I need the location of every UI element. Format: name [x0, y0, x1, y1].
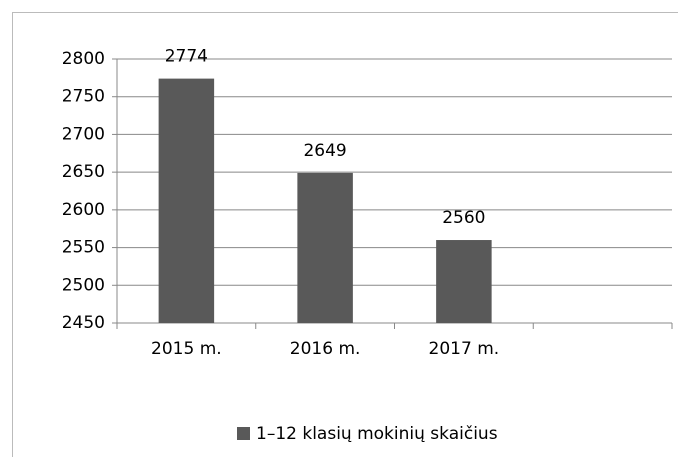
x-tick-label: 2016 m. — [290, 339, 361, 359]
y-tick-label: 2800 — [62, 49, 105, 69]
y-tick-label: 2650 — [62, 162, 105, 182]
data-label: 2774 — [165, 47, 208, 67]
bar — [297, 172, 353, 323]
data-label: 2649 — [303, 141, 346, 161]
x-tick-label: 2015 m. — [151, 339, 222, 359]
y-tick-label: 2750 — [62, 87, 105, 107]
data-label: 2560 — [442, 208, 485, 228]
x-tick-label: 2017 m. — [429, 339, 500, 359]
y-tick-label: 2450 — [62, 313, 105, 333]
y-tick-label: 2700 — [62, 124, 105, 144]
legend-swatch — [237, 427, 250, 440]
legend-label: 1–12 klasių mokinių skaičius — [256, 424, 498, 444]
bar — [436, 240, 492, 323]
bar — [158, 78, 215, 324]
y-tick-label: 2600 — [62, 200, 105, 220]
y-tick-label: 2550 — [62, 238, 105, 258]
y-tick-label: 2500 — [62, 275, 105, 295]
